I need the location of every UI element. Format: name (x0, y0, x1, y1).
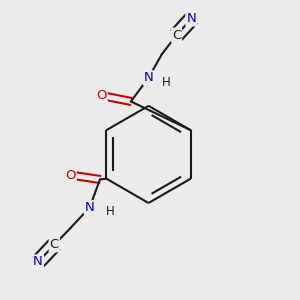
Text: O: O (96, 89, 107, 102)
Text: N: N (144, 71, 153, 84)
Text: O: O (65, 169, 76, 182)
Text: N: N (85, 201, 94, 214)
Text: H: H (162, 76, 171, 89)
Text: C: C (172, 29, 181, 42)
Text: C: C (50, 238, 59, 251)
Text: N: N (33, 255, 43, 268)
Text: N: N (186, 13, 196, 26)
Text: H: H (106, 205, 115, 218)
